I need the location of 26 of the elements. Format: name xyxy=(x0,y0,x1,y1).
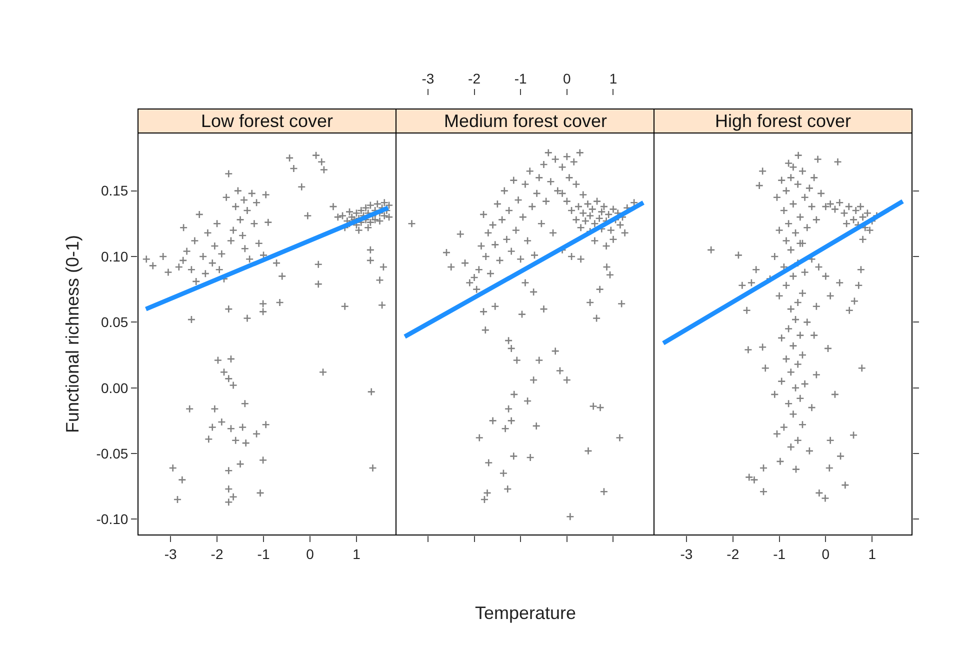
y-tick-label: -0.05 xyxy=(96,445,128,462)
x-tick-label: -3 xyxy=(680,546,693,562)
x-tick-label: 1 xyxy=(868,546,876,562)
x-tick-label: -1 xyxy=(257,546,270,562)
x-axis-title: Temperature xyxy=(475,603,576,623)
x-tick-label: 0 xyxy=(563,70,572,86)
x-tick-label: -2 xyxy=(468,70,481,86)
y-tick-label: 0.10 xyxy=(100,248,128,264)
x-tick-label: 1 xyxy=(609,70,618,86)
chart-title: High forest cover xyxy=(715,111,852,131)
y-tick-label: 0.00 xyxy=(100,380,128,396)
y-tick-label: 0.15 xyxy=(100,182,128,199)
y-tick-label: 0.05 xyxy=(100,314,128,330)
y-tick-label: -0.10 xyxy=(96,511,128,528)
x-tick-label: -3 xyxy=(164,546,177,562)
x-tick-label: -2 xyxy=(726,546,740,562)
x-tick-label: -1 xyxy=(773,546,786,562)
x-tick-label: 0 xyxy=(306,546,314,562)
x-tick-label: -1 xyxy=(514,70,528,86)
x-tick-label: 1 xyxy=(352,546,361,562)
x-tick-label: 0 xyxy=(822,546,830,562)
x-tick-label: -3 xyxy=(422,70,434,86)
y-axis-title: Functional richness (0-1) xyxy=(62,234,82,434)
chart-title: Low forest cover xyxy=(201,111,334,131)
chart-title: Medium forest cover xyxy=(444,111,608,131)
x-tick-label: -2 xyxy=(210,546,224,562)
